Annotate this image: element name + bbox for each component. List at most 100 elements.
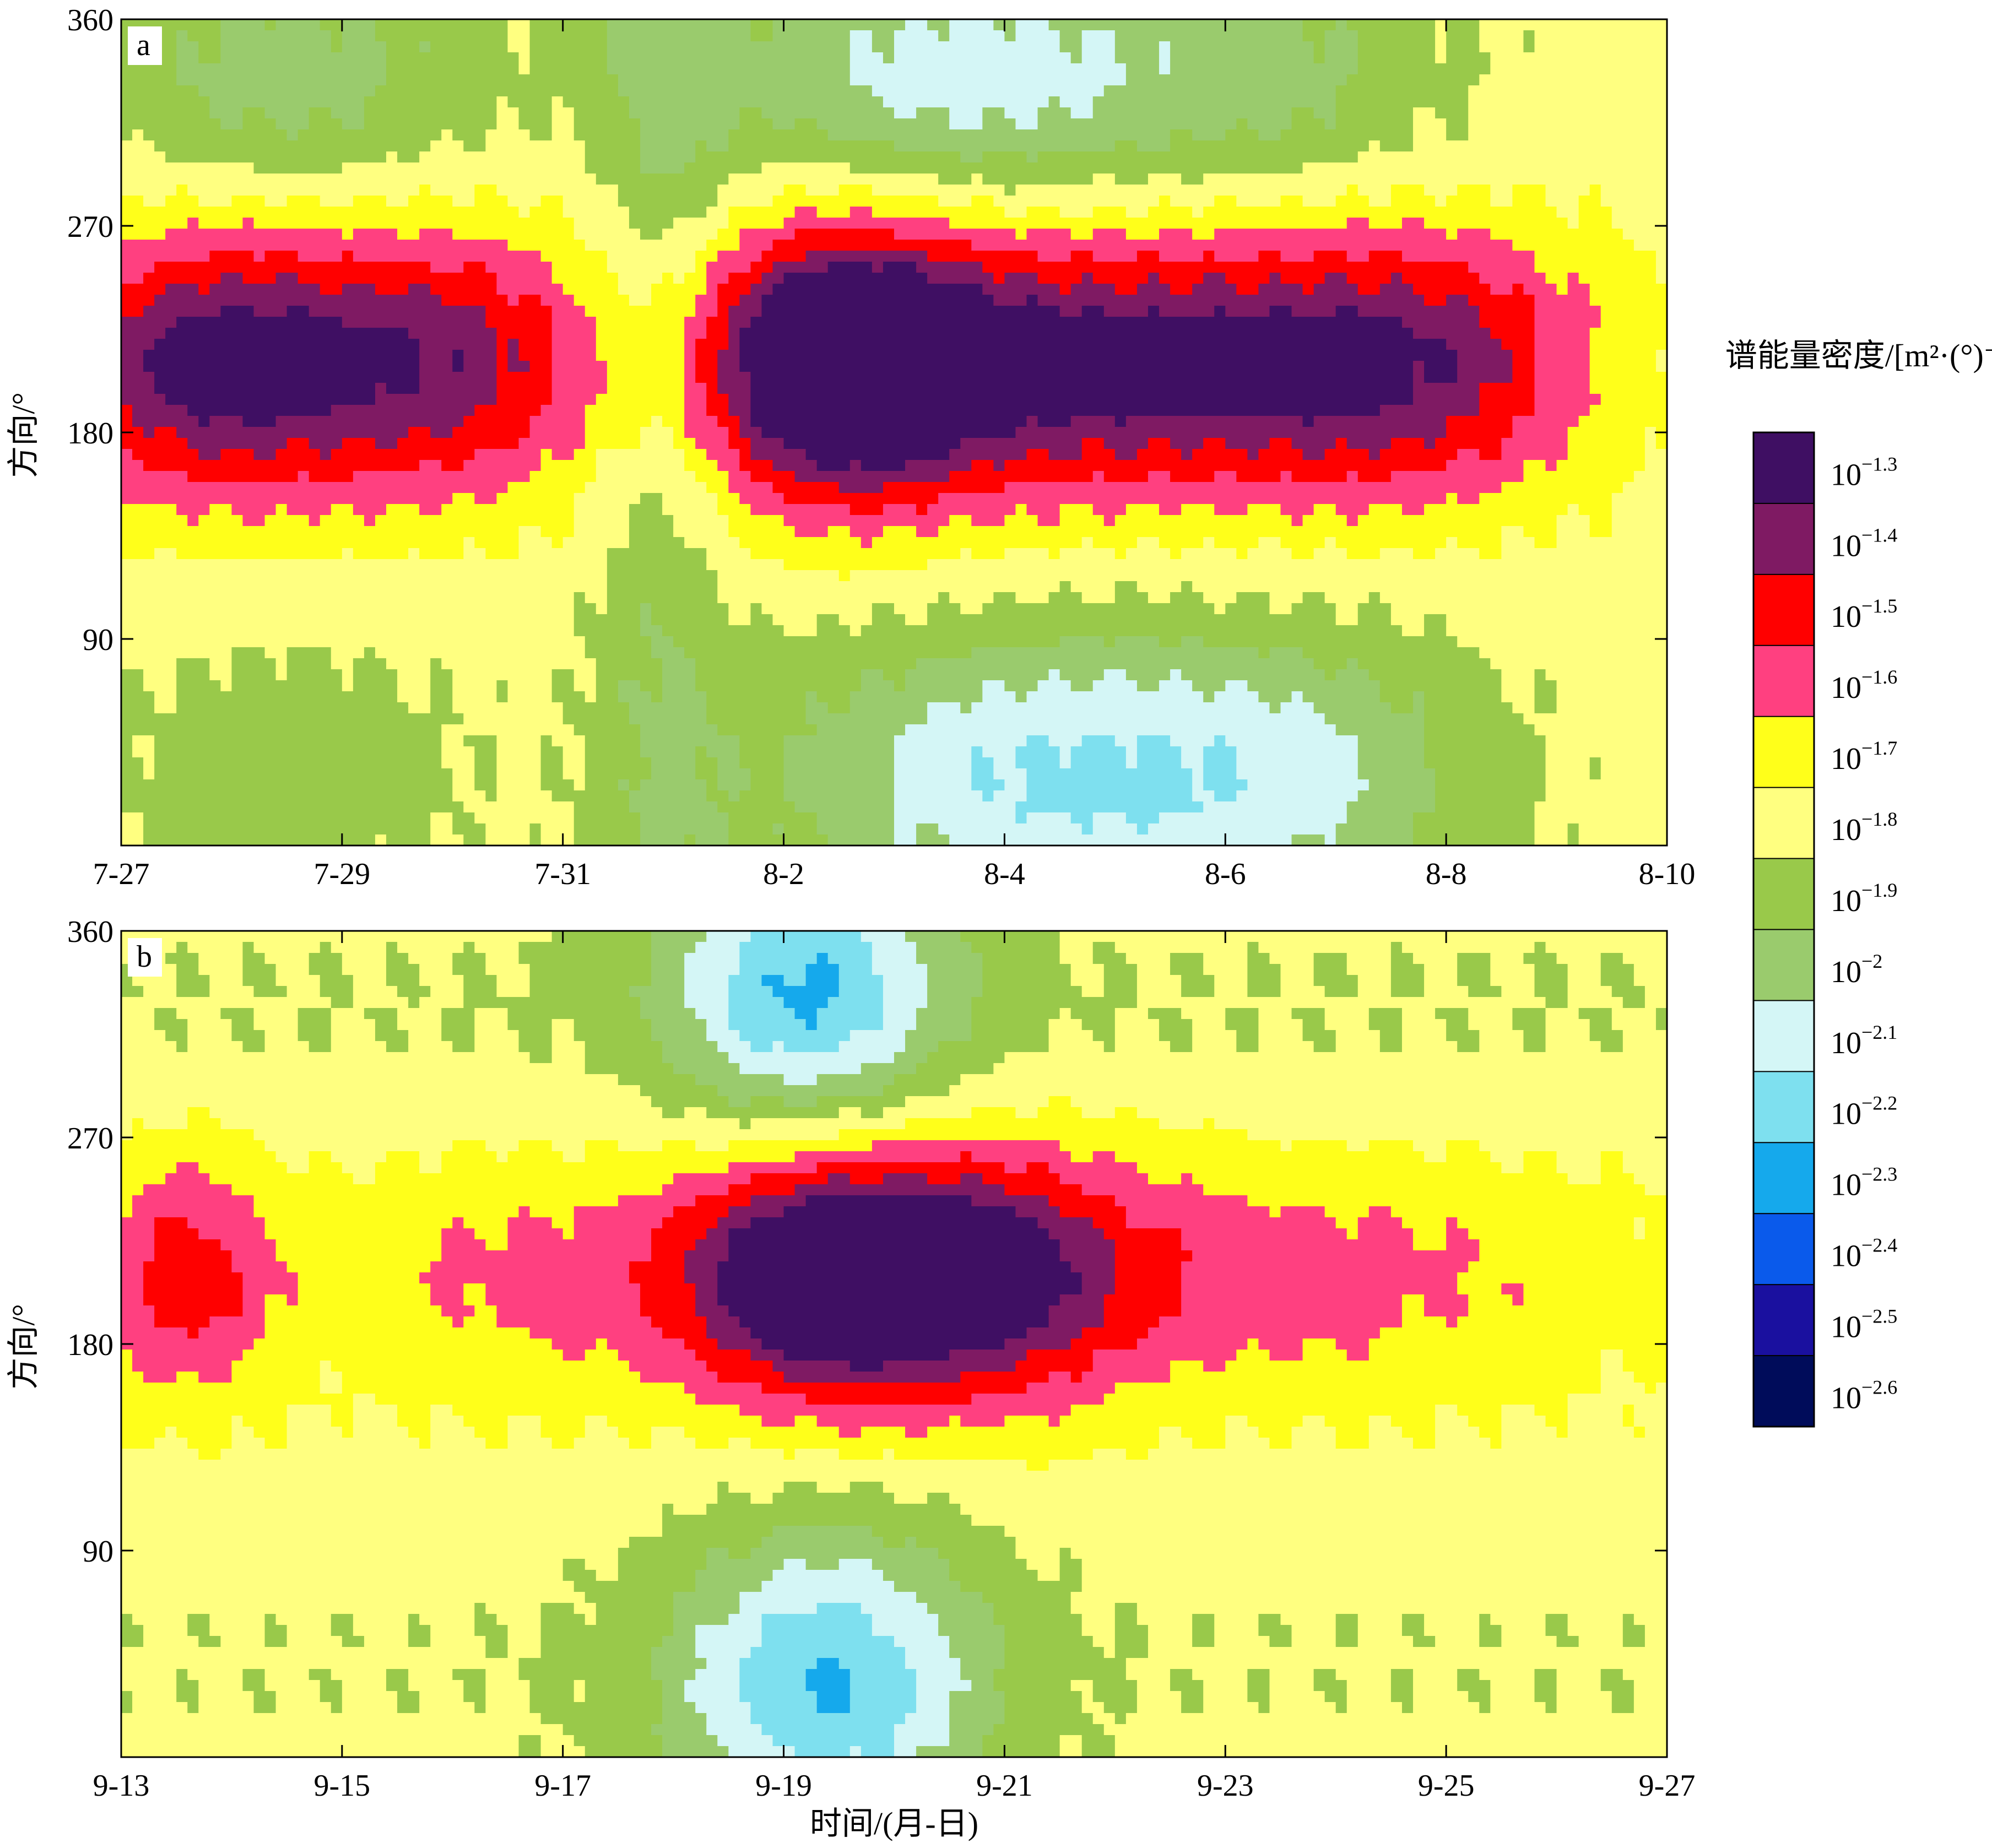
contour-cell (1004, 1691, 1082, 1703)
contour-cell (1125, 1713, 1667, 1725)
contour-cell (1457, 1680, 1491, 1692)
contour-cell (695, 1283, 718, 1295)
contour-cell (717, 724, 818, 736)
contour-cell (430, 1294, 464, 1306)
contour-cell (1081, 273, 1094, 284)
contour-cell (739, 1405, 1071, 1416)
contour-cell (838, 1129, 1248, 1141)
contour-cell (1225, 129, 1259, 141)
contour-cell (739, 427, 762, 438)
contour-cell (651, 1030, 707, 1042)
contour-cell (728, 1052, 895, 1064)
contour-cell (1567, 1625, 1623, 1636)
contour-cell (551, 1217, 575, 1229)
contour-cell (1004, 482, 1502, 494)
x-tick-label: 8-4 (984, 857, 1025, 891)
contour-cell (1136, 975, 1182, 987)
contour-cell (684, 405, 707, 416)
contour-cell (1523, 526, 1557, 538)
contour-cell (121, 790, 453, 802)
contour-cell (1655, 1019, 1667, 1031)
contour-cell (1103, 1305, 1182, 1317)
contour-cell (1655, 273, 1667, 284)
contour-cell (242, 964, 277, 976)
contour-cell (794, 118, 818, 130)
contour-cell (1147, 1008, 1182, 1020)
contour-cell (121, 284, 166, 295)
contour-cell (640, 1085, 718, 1097)
contour-cell (662, 229, 718, 240)
contour-cell (1589, 1019, 1612, 1031)
contour-cell (1092, 1151, 1116, 1163)
contour-cell (1114, 1030, 1160, 1042)
contour-cell (1203, 537, 1215, 549)
contour-cell (496, 284, 564, 295)
contour-cell (154, 1008, 177, 1020)
contour-cell (1379, 1327, 1667, 1339)
contour-cell (430, 1625, 475, 1636)
contour-cell (1103, 471, 1149, 483)
contour-cell (1545, 196, 1579, 207)
contour-cell (783, 273, 928, 284)
contour-cell (1302, 284, 1314, 295)
contour-cell (308, 1041, 332, 1053)
contour-cell (463, 942, 475, 953)
contour-cell (1203, 1184, 1645, 1196)
contour-cell (518, 52, 531, 64)
contour-cell (1114, 1383, 1601, 1394)
contour-cell (1059, 1206, 1127, 1218)
contour-cell (121, 1471, 1667, 1482)
contour-cell (1280, 1140, 1292, 1152)
contour-cell (121, 251, 210, 262)
contour-cell (728, 1548, 751, 1559)
contour-cell (143, 680, 177, 692)
contour-cell (231, 1438, 266, 1449)
contour-cell (1357, 151, 1667, 163)
contour-cell (386, 63, 519, 75)
contour-cell (1059, 207, 1094, 218)
contour-cell (949, 218, 1347, 229)
contour-cell (1534, 328, 1590, 339)
contour-cell (176, 74, 387, 86)
contour-cell (894, 1052, 928, 1064)
contour-cell (584, 151, 641, 163)
contour-cell (1114, 174, 1149, 185)
contour-cell (308, 515, 321, 527)
y-tick-label: 270 (67, 210, 113, 244)
contour-cell (1335, 1041, 1381, 1053)
contour-cell (573, 515, 630, 527)
contour-cell (176, 548, 343, 560)
contour-cell (1424, 724, 1535, 736)
contour-cell (507, 1228, 564, 1240)
contour-cell (1258, 537, 1281, 549)
contour-cell (121, 1239, 155, 1251)
contour-cell (783, 438, 961, 449)
contour-cell (927, 603, 961, 615)
contour-cell (1280, 251, 1314, 262)
contour-cell (1114, 1041, 1171, 1053)
contour-cell (706, 931, 751, 942)
contour-cell (905, 1537, 917, 1548)
contour-cell (927, 1603, 994, 1614)
contour-cell (1545, 746, 1667, 758)
contour-cell (1059, 515, 1105, 527)
contour-cell (264, 1438, 288, 1449)
contour-cell (573, 526, 630, 538)
contour-cell (883, 1173, 928, 1185)
contour-cell (1026, 151, 1038, 163)
contour-cell (540, 1647, 652, 1659)
contour-cell (1026, 449, 1049, 460)
contour-cell (1114, 1272, 1182, 1284)
contour-cell (540, 295, 575, 306)
contour-cell (772, 262, 829, 273)
contour-cell (1026, 1350, 1094, 1361)
contour-cell (695, 1140, 729, 1152)
contour-cell (430, 140, 464, 152)
contour-cell (198, 52, 221, 64)
contour-cell (121, 1140, 266, 1152)
contour-cell (629, 1537, 762, 1548)
contour-cell (805, 713, 928, 725)
contour-cell (1379, 691, 1414, 703)
contour-cell (452, 964, 486, 976)
colorbar-swatch (1753, 502, 1815, 576)
